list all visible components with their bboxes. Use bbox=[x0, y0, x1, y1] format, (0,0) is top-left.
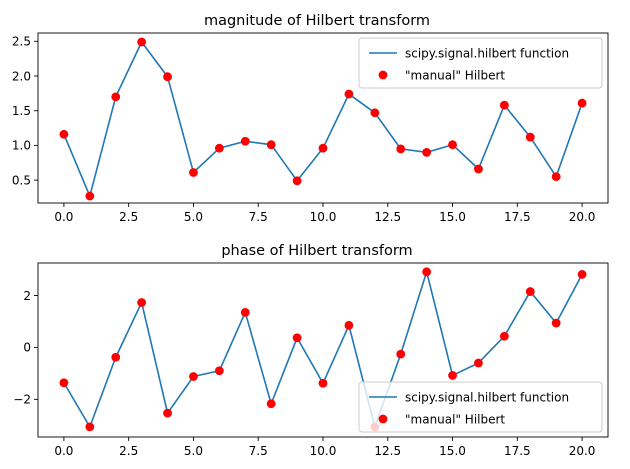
phase-y-tick-label: 0 bbox=[23, 341, 31, 355]
phase-panel: phase of Hilbert transform 0.0 2.5 5.0 7.5 1… bbox=[13, 243, 609, 458]
magnitude-data-point bbox=[214, 143, 224, 153]
phase-data-point bbox=[474, 358, 483, 368]
magnitude-data-point bbox=[292, 176, 302, 186]
magnitude-data-point bbox=[163, 72, 172, 82]
magnitude-legend-box bbox=[358, 37, 603, 89]
phase-data-point bbox=[551, 318, 561, 328]
magnitude-x-tick-label: 15.0 bbox=[439, 210, 466, 224]
magnitude-x-tick-label: 12.5 bbox=[374, 210, 401, 224]
magnitude-y-tick-label: 1.5 bbox=[12, 104, 31, 118]
phase-legend-box bbox=[358, 381, 603, 433]
magnitude-data-point bbox=[59, 129, 69, 139]
phase-y-tick-label: 2 bbox=[23, 289, 31, 303]
magnitude-y-tick-label: 2.0 bbox=[12, 69, 31, 83]
phase-data-point bbox=[396, 349, 406, 359]
phase-data-point bbox=[577, 270, 587, 279]
phase-data-point bbox=[214, 366, 224, 376]
phase-legend-label: scipy.signal.hilbert function bbox=[405, 390, 569, 404]
phase-chart-title: phase of Hilbert transform bbox=[221, 243, 412, 259]
magnitude-data-point bbox=[499, 100, 509, 110]
magnitude-data-point bbox=[422, 147, 432, 157]
magnitude-x-tick-label: 2.5 bbox=[119, 210, 138, 224]
magnitude-data-point bbox=[85, 191, 95, 201]
magnitude-data-point bbox=[370, 108, 380, 118]
magnitude-x-tick-label: 17.5 bbox=[504, 210, 531, 224]
phase-legend-marker-swatch bbox=[378, 414, 388, 424]
phase-data-point bbox=[292, 333, 302, 343]
phase-data-point bbox=[266, 399, 276, 409]
phase-data-point bbox=[525, 287, 535, 296]
phase-data-point bbox=[85, 422, 95, 432]
magnitude-data-point bbox=[551, 172, 561, 182]
magnitude-x-tick-label: 5.0 bbox=[184, 210, 203, 224]
phase-x-tick-label: 2.5 bbox=[119, 444, 138, 458]
phase-data-point bbox=[344, 320, 354, 330]
magnitude-legend-marker-swatch bbox=[378, 70, 388, 80]
magnitude-data-point bbox=[189, 168, 198, 177]
phase-data-point bbox=[318, 378, 328, 388]
phase-data-point bbox=[422, 267, 432, 277]
magnitude-legend: scipy.signal.hilbert function "manual" Hi… bbox=[358, 37, 603, 89]
magnitude-x-tick-label: 7.5 bbox=[249, 210, 268, 224]
phase-x-tick-label: 12.5 bbox=[374, 444, 401, 458]
phase-x-tick-label: 5.0 bbox=[184, 444, 203, 458]
phase-y-tick-label: −2 bbox=[13, 393, 31, 407]
phase-data-point bbox=[163, 408, 172, 418]
magnitude-data-point bbox=[111, 92, 121, 102]
magnitude-chart-title: magnitude of Hilbert transform bbox=[204, 13, 430, 29]
magnitude-data-point bbox=[266, 140, 276, 150]
magnitude-y-tick-label: 0.5 bbox=[12, 173, 31, 187]
magnitude-data-point bbox=[137, 37, 147, 47]
magnitude-data-point bbox=[525, 132, 535, 142]
phase-data-point bbox=[448, 371, 457, 380]
magnitude-x-tick-label: 0.0 bbox=[54, 210, 73, 224]
magnitude-data-point bbox=[396, 144, 406, 154]
magnitude-data-point bbox=[448, 140, 457, 150]
phase-data-point bbox=[499, 331, 509, 341]
magnitude-legend-label: scipy.signal.hilbert function bbox=[405, 46, 569, 60]
phase-data-point bbox=[137, 298, 147, 307]
phase-data-point bbox=[240, 307, 250, 317]
magnitude-data-point bbox=[577, 98, 587, 108]
phase-x-tick-label: 17.5 bbox=[504, 444, 531, 458]
phase-x-tick-label: 10.0 bbox=[310, 444, 337, 458]
phase-data-point bbox=[59, 378, 69, 388]
magnitude-data-point bbox=[240, 136, 250, 146]
magnitude-x-tick-label: 10.0 bbox=[310, 210, 337, 224]
magnitude-y-tick-label: 2.5 bbox=[12, 35, 31, 49]
phase-legend: scipy.signal.hilbert function "manual" Hi… bbox=[358, 381, 603, 433]
phase-x-tick-label: 20.0 bbox=[569, 444, 596, 458]
phase-legend-label: "manual" Hilbert bbox=[405, 412, 505, 426]
phase-x-tick-label: 0.0 bbox=[54, 444, 73, 458]
magnitude-y-tick-label: 1.0 bbox=[12, 139, 31, 153]
magnitude-data-point bbox=[318, 143, 328, 153]
magnitude-legend-label: "manual" Hilbert bbox=[405, 68, 505, 82]
phase-x-tick-label: 15.0 bbox=[439, 444, 466, 458]
magnitude-data-point bbox=[474, 164, 483, 174]
phase-data-point bbox=[111, 352, 121, 362]
magnitude-data-point bbox=[344, 89, 354, 99]
magnitude-panel: magnitude of Hilbert transform 0.0 2.5 5.0… bbox=[12, 13, 609, 224]
phase-data-point bbox=[189, 372, 198, 381]
magnitude-x-tick-label: 20.0 bbox=[569, 210, 596, 224]
phase-x-tick-label: 7.5 bbox=[249, 444, 268, 458]
